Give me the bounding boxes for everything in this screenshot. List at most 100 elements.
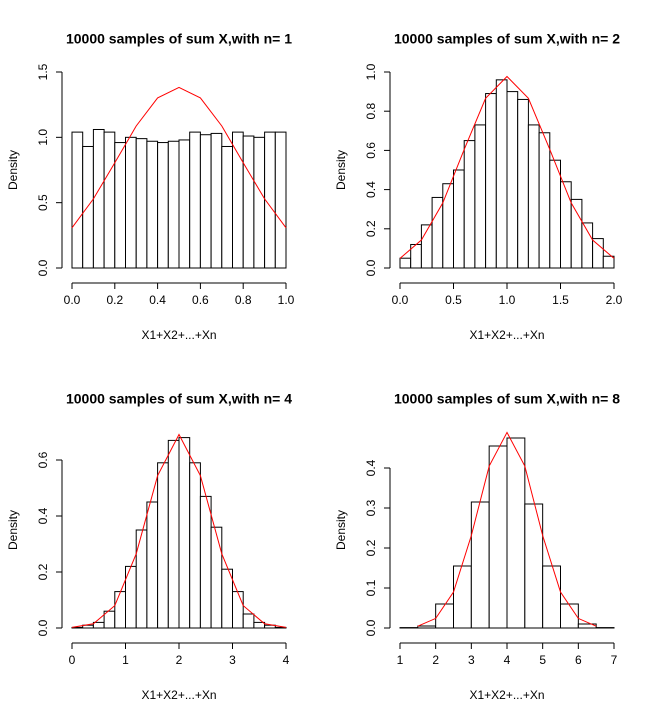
bar xyxy=(431,196,444,269)
y-tick-label: 0.0 xyxy=(36,259,50,276)
bar xyxy=(114,142,127,269)
bar xyxy=(221,145,234,269)
y-tick-label: 0.0 xyxy=(364,259,378,276)
bar xyxy=(581,222,594,269)
y-tick-label: 0.8 xyxy=(364,103,378,120)
x-tick-label: 1 xyxy=(397,653,404,667)
bar xyxy=(92,621,105,629)
x-tick-label: 1.5 xyxy=(552,293,569,307)
x-tick-label: 4 xyxy=(504,653,511,667)
bar xyxy=(592,238,604,269)
bar xyxy=(242,613,255,629)
chart-title: 10000 samples of sum X,with n= 4 xyxy=(66,391,292,407)
bar xyxy=(435,603,454,629)
bar xyxy=(527,124,540,269)
y-tick-label: 0.6 xyxy=(364,142,378,159)
bar xyxy=(506,91,519,269)
panel: 10000 samples of sum X,with n= 8 X1+X2+..… xyxy=(334,391,620,702)
bar xyxy=(178,437,191,629)
density-curve xyxy=(399,75,615,259)
y-tick-label: 0.4 xyxy=(364,181,378,198)
y-tick-label: 0.6 xyxy=(36,451,50,468)
bar xyxy=(495,79,508,269)
x-tick-label: 7 xyxy=(611,653,618,667)
y-tick-label: 0.0 xyxy=(36,619,50,636)
y-tick-label: 0.2 xyxy=(364,220,378,237)
panel: 10000 samples of sum X,with n= 2 X1+X2+..… xyxy=(334,31,622,342)
y-tick-label: 0.1 xyxy=(364,579,378,596)
bar xyxy=(453,169,465,269)
bar xyxy=(560,603,579,629)
bar xyxy=(264,131,276,269)
bar xyxy=(488,445,508,629)
bar xyxy=(178,139,191,269)
bar xyxy=(470,501,490,629)
bar xyxy=(274,131,287,269)
x-axis-label: X1+X2+...+Xn xyxy=(469,688,544,702)
x-tick-label: 2 xyxy=(176,653,183,667)
x-tick-label: 0.8 xyxy=(235,293,252,307)
y-axis-label: Density xyxy=(334,150,348,190)
y-tick-label: 0.4 xyxy=(36,507,50,524)
x-tick-label: 1 xyxy=(122,653,129,667)
bar xyxy=(82,145,94,269)
bar xyxy=(189,131,201,269)
bar xyxy=(167,140,180,269)
bar xyxy=(506,437,526,629)
bar xyxy=(157,142,169,269)
x-tick-label: 0.6 xyxy=(192,293,209,307)
density-curve xyxy=(71,86,287,229)
bar xyxy=(524,503,544,629)
y-tick-label: 1.5 xyxy=(36,63,50,80)
bar xyxy=(146,501,159,629)
bar xyxy=(560,181,572,269)
bar xyxy=(253,136,266,269)
bar xyxy=(125,136,137,269)
bar xyxy=(135,138,148,269)
x-tick-label: 0.2 xyxy=(106,293,123,307)
x-tick-label: 0.5 xyxy=(445,293,462,307)
bar xyxy=(417,625,437,629)
x-tick-label: 6 xyxy=(575,653,582,667)
y-axis-label: Density xyxy=(334,510,348,550)
y-tick-label: 1.0 xyxy=(36,129,50,146)
y-tick-label: 0.3 xyxy=(364,499,378,516)
bar xyxy=(399,257,412,269)
bar xyxy=(253,621,266,629)
bar xyxy=(485,93,497,269)
y-tick-label: 1.0 xyxy=(364,63,378,80)
bar xyxy=(114,591,127,629)
x-axis-label: X1+X2+...+Xn xyxy=(141,328,216,342)
x-tick-label: 3 xyxy=(229,653,236,667)
density-curve xyxy=(71,433,287,628)
x-tick-label: 0.0 xyxy=(64,293,81,307)
panel: 10000 samples of sum X,with n= 4 X1+X2+..… xyxy=(6,391,292,702)
bar xyxy=(135,529,148,629)
bar xyxy=(517,98,529,269)
chart-title: 10000 samples of sum X,with n= 2 xyxy=(394,31,620,47)
bar xyxy=(199,134,212,269)
chart-title: 10000 samples of sum X,with n= 1 xyxy=(66,31,292,47)
bar xyxy=(71,131,84,269)
x-tick-label: 5 xyxy=(539,653,546,667)
bar xyxy=(538,132,551,269)
x-tick-label: 3 xyxy=(468,653,475,667)
bar xyxy=(542,565,562,629)
y-tick-label: 0.2 xyxy=(364,539,378,556)
x-axis-label: X1+X2+...+Xn xyxy=(469,328,544,342)
bar xyxy=(167,439,180,629)
x-tick-label: 0 xyxy=(69,653,76,667)
y-tick-label: 0.4 xyxy=(364,459,378,476)
y-tick-label: 0.5 xyxy=(36,194,50,211)
x-tick-label: 2.0 xyxy=(606,293,623,307)
bar xyxy=(463,140,476,269)
bar xyxy=(103,131,116,269)
x-tick-label: 1.0 xyxy=(278,293,295,307)
bar xyxy=(232,591,244,629)
y-tick-label: 0.0 xyxy=(364,619,378,636)
chart-title: 10000 samples of sum X,with n= 8 xyxy=(394,391,620,407)
x-tick-label: 4 xyxy=(283,653,290,667)
bar xyxy=(157,462,169,629)
bar xyxy=(92,128,105,269)
